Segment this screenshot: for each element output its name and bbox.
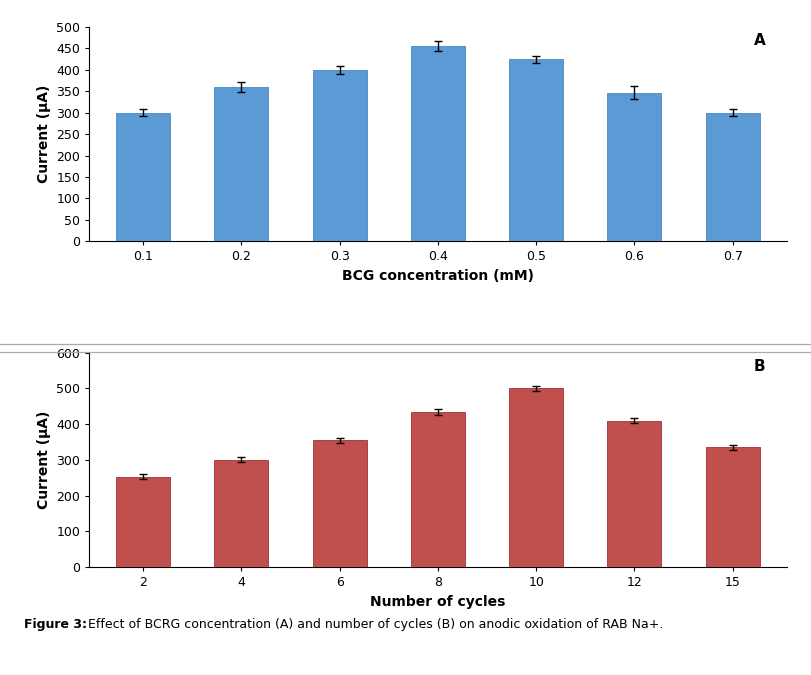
X-axis label: Number of cycles: Number of cycles <box>371 595 505 609</box>
Bar <box>509 388 563 567</box>
Bar <box>411 412 465 567</box>
Text: Effect of BCRG concentration (A) and number of cycles (B) on anodic oxidation of: Effect of BCRG concentration (A) and num… <box>84 618 663 630</box>
X-axis label: BCG concentration (mM): BCG concentration (mM) <box>342 269 534 283</box>
Bar <box>116 113 170 241</box>
Bar <box>214 460 268 567</box>
Bar <box>509 59 563 241</box>
Y-axis label: Current (μA): Current (μA) <box>36 410 50 509</box>
Bar <box>706 448 760 567</box>
Bar <box>607 92 662 241</box>
Text: Figure 3:: Figure 3: <box>24 618 88 630</box>
Bar <box>214 87 268 241</box>
Bar <box>706 113 760 241</box>
Text: A: A <box>754 34 766 49</box>
Text: B: B <box>754 359 766 374</box>
Bar <box>116 477 170 567</box>
Bar <box>411 47 465 241</box>
Bar <box>313 440 367 567</box>
Y-axis label: Current (μA): Current (μA) <box>36 85 50 184</box>
Bar <box>607 421 662 567</box>
Bar <box>313 70 367 241</box>
